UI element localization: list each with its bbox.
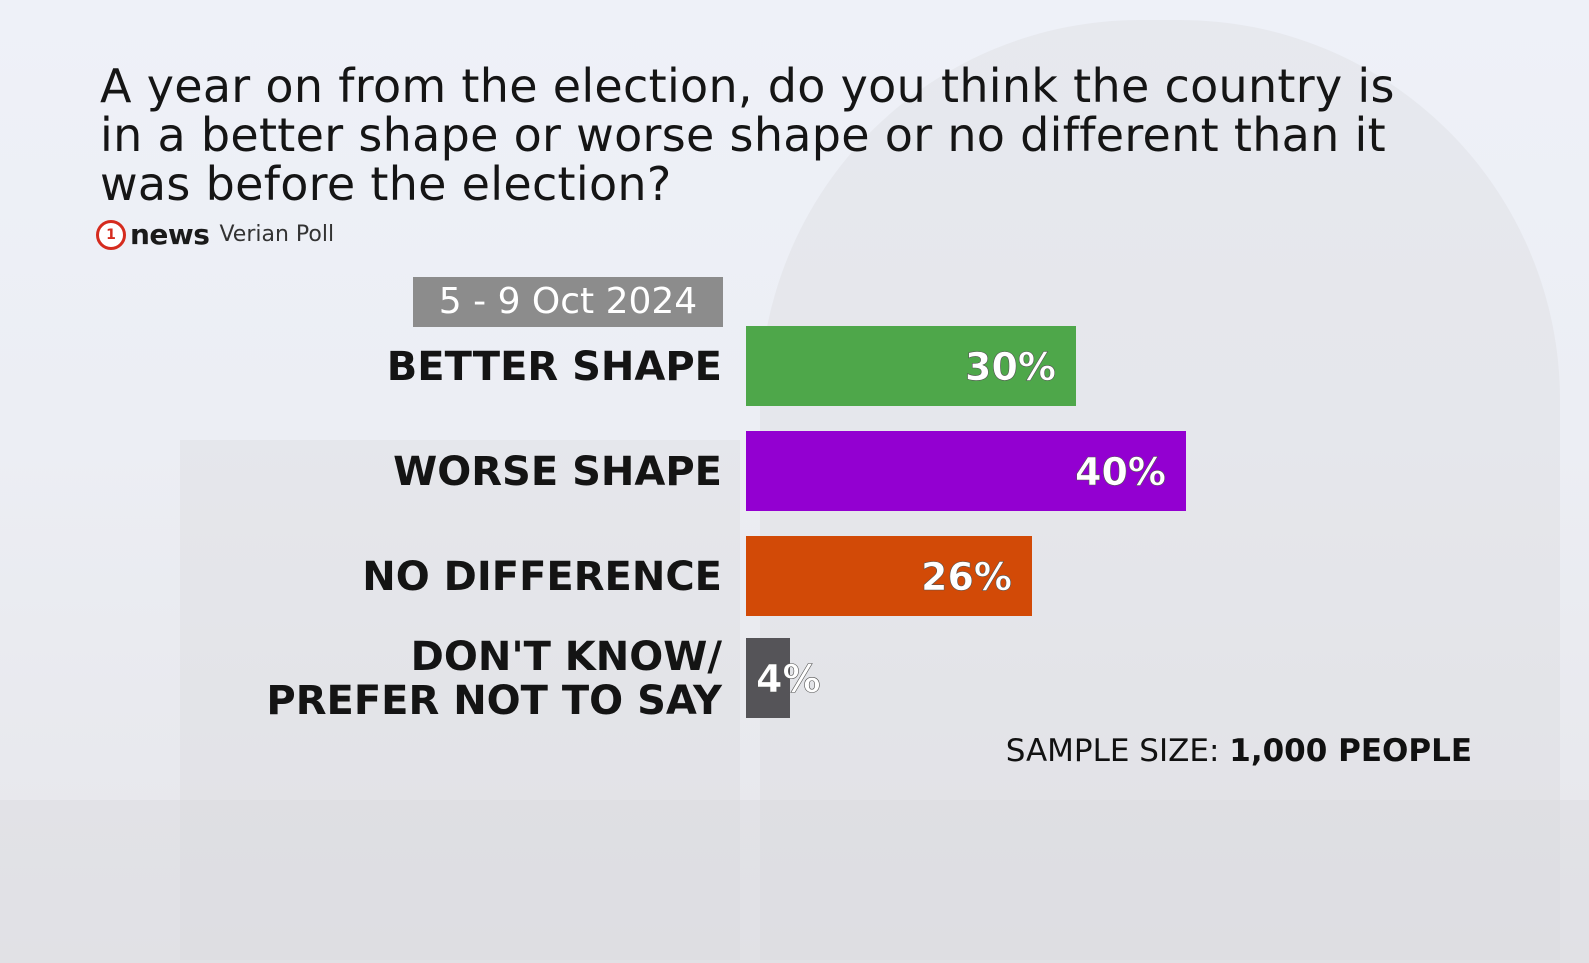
category-label-0-0: BETTER SHAPE	[387, 344, 722, 390]
bar-1	[746, 431, 1186, 511]
bar-value-label-2: 26%	[921, 555, 1012, 599]
logo-poll-name: Verian Poll	[219, 222, 335, 247]
sample-size: SAMPLE SIZE: 1,000 PEOPLE	[1006, 733, 1472, 769]
bar-value-label-3: 4%	[756, 657, 821, 701]
news-logo: 1 news Verian Poll	[96, 218, 334, 251]
channel-1-logo-icon: 1	[96, 219, 126, 250]
category-label-1-0: WORSE SHAPE	[393, 449, 722, 495]
category-label-3-0: DON'T KNOW/	[411, 634, 723, 680]
category-label-3-1: PREFER NOT TO SAY	[266, 678, 723, 724]
sample-size-label: SAMPLE SIZE:	[1005, 733, 1220, 769]
logo-brand: news	[130, 218, 210, 251]
bar-value-label-1: 40%	[1075, 450, 1166, 494]
chart-question-title: A year on from the election, do you thin…	[100, 59, 1395, 211]
bar-0	[746, 326, 1076, 406]
bar-3	[746, 638, 790, 718]
date-range-badge: 5 - 9 Oct 2024	[413, 277, 723, 327]
bar-value-label-0: 30%	[965, 345, 1056, 389]
category-label-2-0: NO DIFFERENCE	[362, 554, 722, 600]
sample-size-value: 1,000 PEOPLE	[1229, 733, 1472, 769]
bar-2	[746, 536, 1032, 616]
